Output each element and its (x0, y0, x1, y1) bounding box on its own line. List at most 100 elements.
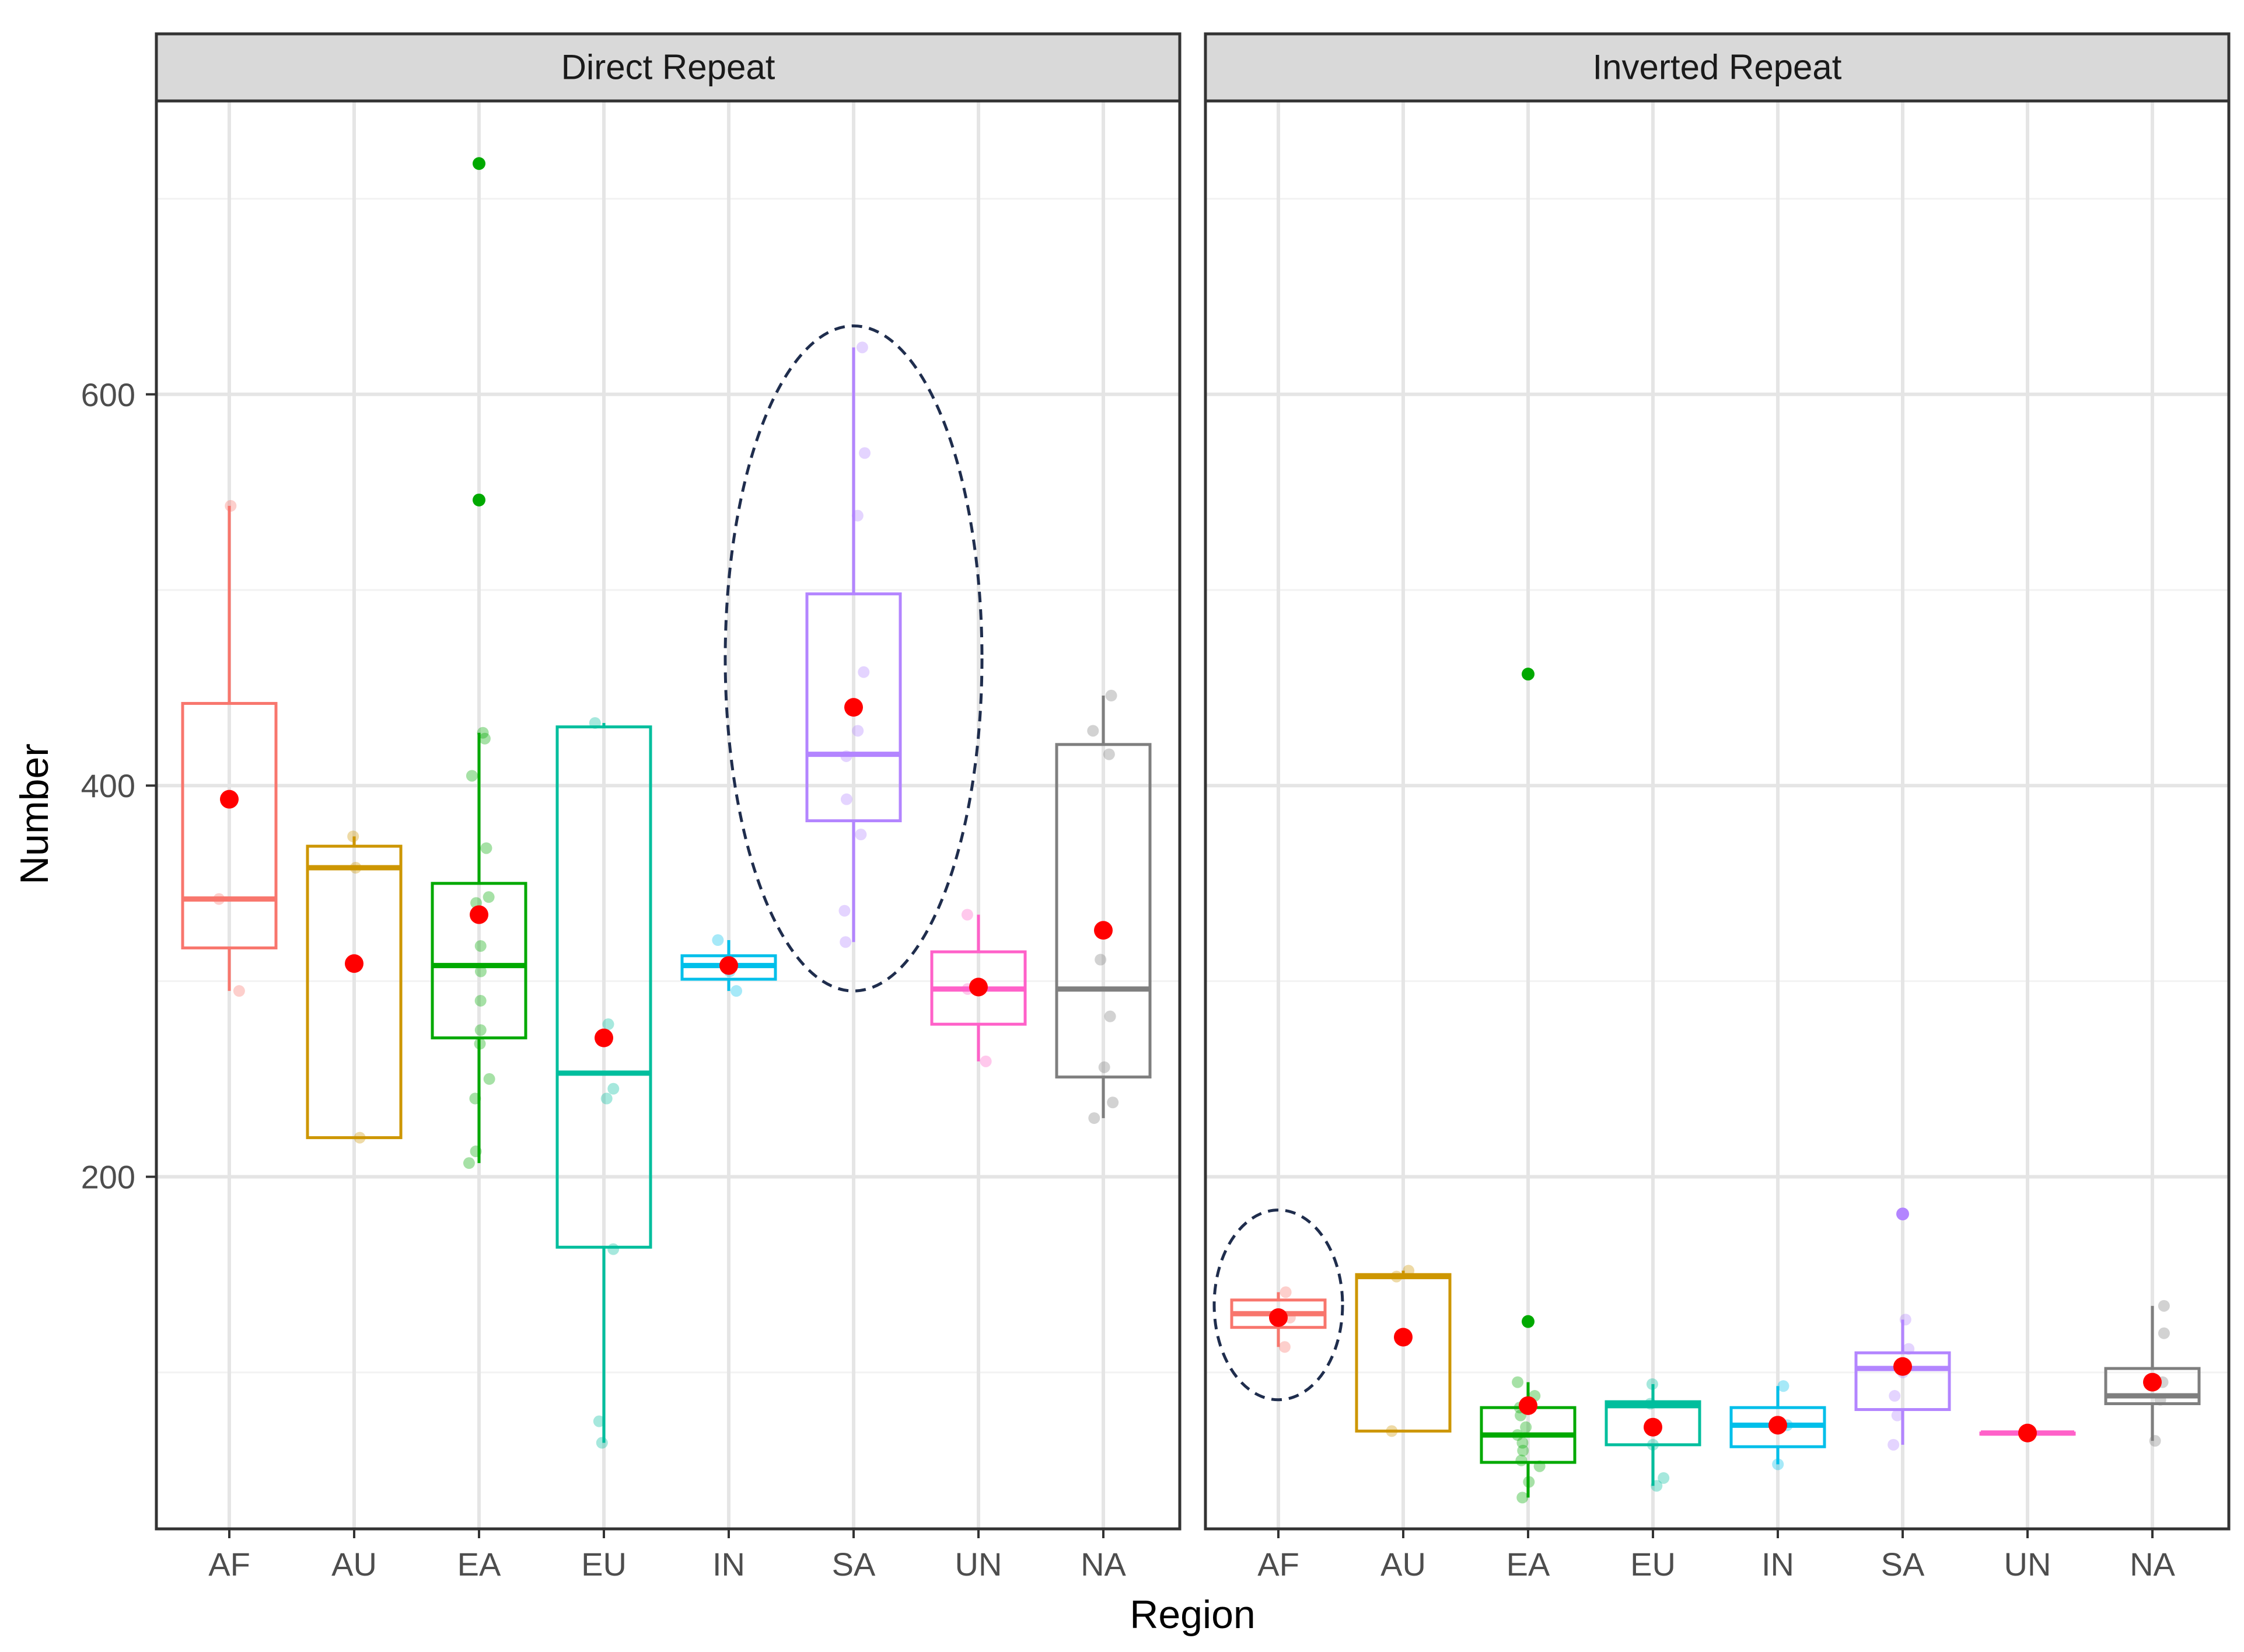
box-group-na (1055, 690, 1152, 1124)
data-point (1772, 1458, 1784, 1471)
x-tick-label: SA (1881, 1546, 1925, 1583)
mean-point (1644, 1417, 1662, 1437)
box (181, 701, 278, 949)
data-point (1903, 1343, 1915, 1355)
panel-border (155, 99, 1182, 1531)
outlier-point (1522, 1315, 1535, 1328)
y-axis-title: Number (12, 743, 57, 885)
box (306, 844, 403, 1140)
data-point (347, 830, 359, 843)
box-group-un (930, 909, 1027, 1067)
data-point (1517, 1444, 1529, 1457)
box (555, 725, 652, 1249)
data-point (2158, 1300, 2170, 1312)
data-point (483, 891, 495, 903)
data-point (1523, 1476, 1535, 1488)
data-point (474, 940, 487, 952)
mean-point (595, 1028, 613, 1047)
box-group-af (181, 500, 278, 997)
outlier-point (473, 493, 485, 507)
data-point (1899, 1314, 1911, 1326)
data-marks (1212, 668, 2201, 1504)
data-marks (181, 157, 1152, 1449)
y-tick-label: 600 (81, 376, 135, 413)
mean-point (2018, 1423, 2037, 1443)
mean-point (719, 956, 738, 975)
data-point (1280, 1286, 1292, 1298)
data-point (474, 1024, 487, 1036)
data-point (858, 666, 870, 678)
data-point (600, 1092, 613, 1105)
box-group-af (1230, 1286, 1327, 1353)
data-point (1520, 1421, 1532, 1433)
data-point (470, 1145, 482, 1158)
data-point (1533, 1460, 1546, 1472)
data-point (474, 1038, 486, 1050)
data-point (712, 934, 724, 947)
box-group-au (1355, 1265, 1452, 1437)
data-point (1515, 1454, 1528, 1466)
mean-point (844, 698, 863, 717)
x-tick-label: EU (1630, 1546, 1676, 1583)
x-tick-label: SA (832, 1546, 876, 1583)
x-tick-label: UN (2004, 1546, 2051, 1583)
box-group-sa (1854, 1207, 1951, 1451)
data-point (602, 1018, 614, 1031)
panel-direct-repeat: Direct Repeat AF AU EA EU IN SA UN NA (155, 32, 1182, 1583)
box-group-au (306, 830, 403, 1144)
data-point (1104, 1010, 1116, 1022)
data-point (851, 509, 864, 522)
gridlines (1205, 101, 2229, 1529)
data-point (730, 985, 743, 997)
data-point (469, 1092, 481, 1105)
highlight-ellipse (1212, 1209, 1344, 1402)
plot-area (1205, 101, 2229, 1529)
data-point (1512, 1376, 1524, 1388)
data-point (1888, 1438, 1900, 1451)
mean-point (969, 977, 988, 997)
mean-point (1893, 1357, 1912, 1376)
data-point (1088, 1112, 1100, 1124)
x-tick-label: IN (1761, 1546, 1794, 1583)
data-point (607, 1082, 620, 1095)
outlier-point (1896, 1207, 1909, 1221)
data-point (1386, 1425, 1398, 1437)
box (2104, 1367, 2201, 1405)
data-point (1651, 1480, 1663, 1492)
x-tick-label: NA (2130, 1546, 2175, 1583)
data-point (225, 500, 237, 512)
data-point (2149, 1435, 2161, 1447)
mean-point (345, 954, 363, 973)
data-point (1516, 1437, 1529, 1449)
outlier-point (1522, 668, 1535, 681)
mean-point (1768, 1416, 1787, 1435)
box-group-un (1979, 1423, 2076, 1443)
data-point (852, 725, 864, 737)
data-point (483, 1073, 495, 1085)
box-group-in (680, 934, 777, 997)
box (1055, 743, 1152, 1079)
x-tick-label: UN (955, 1546, 1002, 1583)
panel-strip (155, 32, 1182, 103)
x-tick-label: AF (208, 1546, 250, 1583)
box-group-sa (805, 341, 902, 948)
x-tick-label: NA (1081, 1546, 1126, 1583)
data-point (1403, 1265, 1415, 1277)
x-tick-label: AU (331, 1546, 377, 1583)
data-point (1889, 1390, 1901, 1402)
x-axis-title: Region (1130, 1592, 1256, 1637)
panel-title: Direct Repeat (561, 48, 775, 87)
data-point (1646, 1378, 1658, 1390)
data-point (1105, 690, 1117, 702)
data-point (1103, 748, 1115, 760)
data-point (1647, 1438, 1659, 1451)
mean-point (220, 790, 239, 809)
data-point (354, 1131, 366, 1144)
data-point (607, 1243, 620, 1255)
data-point (1087, 725, 1099, 737)
panel-inverted-repeat: Inverted Repeat AF AU EA EU IN SA UN NA (1204, 32, 2231, 1583)
box (1605, 1400, 1701, 1447)
data-point (980, 1055, 992, 1067)
y-tick-label: 400 (81, 767, 135, 804)
